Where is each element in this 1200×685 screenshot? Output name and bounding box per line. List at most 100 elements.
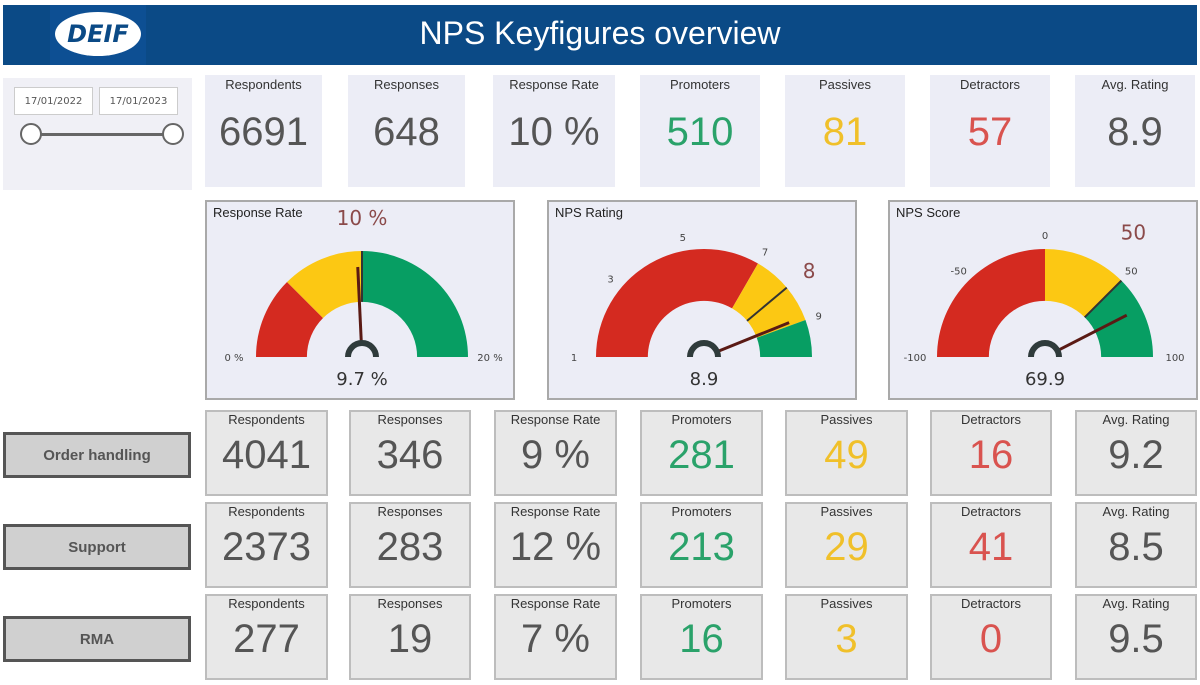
segment-kpi-card: Promoters 16: [640, 594, 763, 680]
gauge-hub: [345, 340, 379, 358]
gauge-nps-score: NPS Score -100 -50 0 50 100 50 69.9: [888, 200, 1198, 400]
kpi-label: Response Rate: [510, 412, 601, 427]
gauge-band: [756, 320, 812, 357]
kpi-label: Avg. Rating: [1102, 412, 1170, 427]
gauge-tick-label: 3: [607, 275, 613, 286]
kpi-label: Response Rate: [509, 77, 599, 92]
segment-kpi-card: Responses 283: [349, 502, 471, 588]
gauge-tick-label: 0 %: [224, 353, 243, 364]
segment-button-rma[interactable]: RMA: [3, 616, 191, 662]
kpi-label: Response Rate: [510, 596, 601, 611]
segment-kpi-card: Responses 19: [349, 594, 471, 680]
start-date-input[interactable]: 17/01/2022: [14, 87, 93, 115]
kpi-label: Responses: [377, 596, 443, 611]
gauge-value-label: 69.9: [1025, 369, 1065, 390]
gauge-band: [596, 249, 758, 357]
kpi-value: 510: [666, 110, 734, 154]
gauge-tick-label: -50: [951, 267, 967, 278]
kpi-card-promoters: Promoters 510: [640, 75, 760, 187]
kpi-value: 10 %: [508, 110, 600, 154]
segment-kpi-card: Avg. Rating 8.5: [1075, 502, 1197, 588]
kpi-label: Passives: [818, 77, 872, 92]
gauge-band: [256, 282, 324, 357]
kpi-label: Avg. Rating: [1102, 504, 1170, 519]
segment-kpi-card: Detractors 0: [930, 594, 1052, 680]
kpi-value: 29: [824, 525, 869, 569]
kpi-value: 8.5: [1108, 525, 1164, 569]
header-bar: NPS Keyfigures overview: [3, 5, 1197, 65]
kpi-value: 7 %: [521, 617, 590, 661]
kpi-label: Detractors: [961, 412, 1021, 427]
kpi-label: Response Rate: [510, 504, 601, 519]
kpi-label: Avg. Rating: [1101, 77, 1169, 92]
kpi-label: Promoters: [670, 77, 730, 92]
kpi-label: Respondents: [225, 77, 302, 92]
segment-kpi-card: Detractors 41: [930, 502, 1052, 588]
kpi-label: Respondents: [228, 596, 305, 611]
gauge-tick-label: -100: [904, 353, 927, 364]
segment-button-support[interactable]: Support: [3, 524, 191, 570]
kpi-value: 648: [373, 110, 440, 154]
gauge-value-label: 9.7 %: [336, 369, 387, 390]
segment-kpi-card: Responses 346: [349, 410, 471, 496]
kpi-card-responses: Responses 648: [348, 75, 465, 187]
segment-kpi-card: Passives 49: [785, 410, 908, 496]
kpi-label: Avg. Rating: [1102, 596, 1170, 611]
gauge-target-label: 10 %: [337, 206, 388, 230]
kpi-value: 41: [968, 525, 1014, 569]
page-title: NPS Keyfigures overview: [419, 15, 781, 51]
gauge-band: [362, 251, 468, 357]
segment-kpi-card: Avg. Rating 9.5: [1075, 594, 1197, 680]
kpi-label: Responses: [373, 77, 440, 92]
kpi-value: 283: [376, 525, 444, 569]
gauge-band: [937, 249, 1045, 357]
gauge-target-label: 8: [803, 259, 816, 283]
kpi-label: Respondents: [228, 504, 305, 519]
kpi-card-detractors: Detractors 57: [930, 75, 1050, 187]
gauge-tick-label: 0: [1042, 231, 1048, 242]
gauge-band: [1045, 249, 1122, 318]
kpi-value: 9.5: [1108, 617, 1164, 661]
segment-kpi-card: Respondents 4041: [205, 410, 328, 496]
kpi-value: 6691: [219, 110, 308, 154]
gauge-needle: [714, 321, 790, 354]
kpi-label: Passives: [820, 412, 873, 427]
kpi-label: Detractors: [961, 504, 1021, 519]
gauge-target-line: [746, 286, 788, 322]
gauge-hub: [1028, 340, 1062, 358]
end-date-input[interactable]: 17/01/2023: [99, 87, 178, 115]
segment-button-order-handling[interactable]: Order handling: [3, 432, 191, 478]
slider-start-handle[interactable]: [20, 123, 42, 145]
gauge-target-line: [1084, 279, 1123, 318]
kpi-value: 19: [387, 617, 433, 661]
gauge-tick-label: 1: [571, 353, 577, 364]
kpi-label: Passives: [820, 596, 873, 611]
gauge-response-rate: Response Rate 0 % 20 % 10 % 9.7 %: [205, 200, 515, 400]
gauge-title: NPS Rating: [555, 205, 623, 220]
kpi-value: 0: [979, 617, 1003, 661]
gauge-title: NPS Score: [896, 205, 961, 220]
gauge-tick-label: 20 %: [477, 353, 502, 364]
segment-kpi-card: Passives 3: [785, 594, 908, 680]
kpi-label: Respondents: [228, 412, 305, 427]
gauge-tick-label: 50: [1125, 267, 1138, 278]
kpi-card-respondents: Respondents 6691: [205, 75, 322, 187]
gauge-tick-label: 9: [815, 311, 821, 322]
segment-kpi-card: Detractors 16: [930, 410, 1052, 496]
kpi-value: 16: [679, 617, 724, 661]
segment-kpi-card: Response Rate 12 %: [494, 502, 617, 588]
kpi-value: 57: [967, 110, 1013, 154]
kpi-card-response-rate: Response Rate 10 %: [493, 75, 615, 187]
segment-kpi-card: Response Rate 7 %: [494, 594, 617, 680]
kpi-value: 3: [835, 617, 858, 661]
segment-kpi-card: Respondents 2373: [205, 502, 328, 588]
slider-track[interactable]: [31, 133, 173, 136]
kpi-value: 277: [233, 617, 300, 661]
slider-end-handle[interactable]: [162, 123, 184, 145]
kpi-label: Detractors: [961, 596, 1021, 611]
gauge-tick-label: 7: [762, 247, 768, 258]
gauge-title: Response Rate: [213, 205, 303, 220]
segment-kpi-card: Respondents 277: [205, 594, 328, 680]
kpi-value: 9 %: [521, 433, 590, 477]
gauge-hub: [687, 340, 721, 358]
